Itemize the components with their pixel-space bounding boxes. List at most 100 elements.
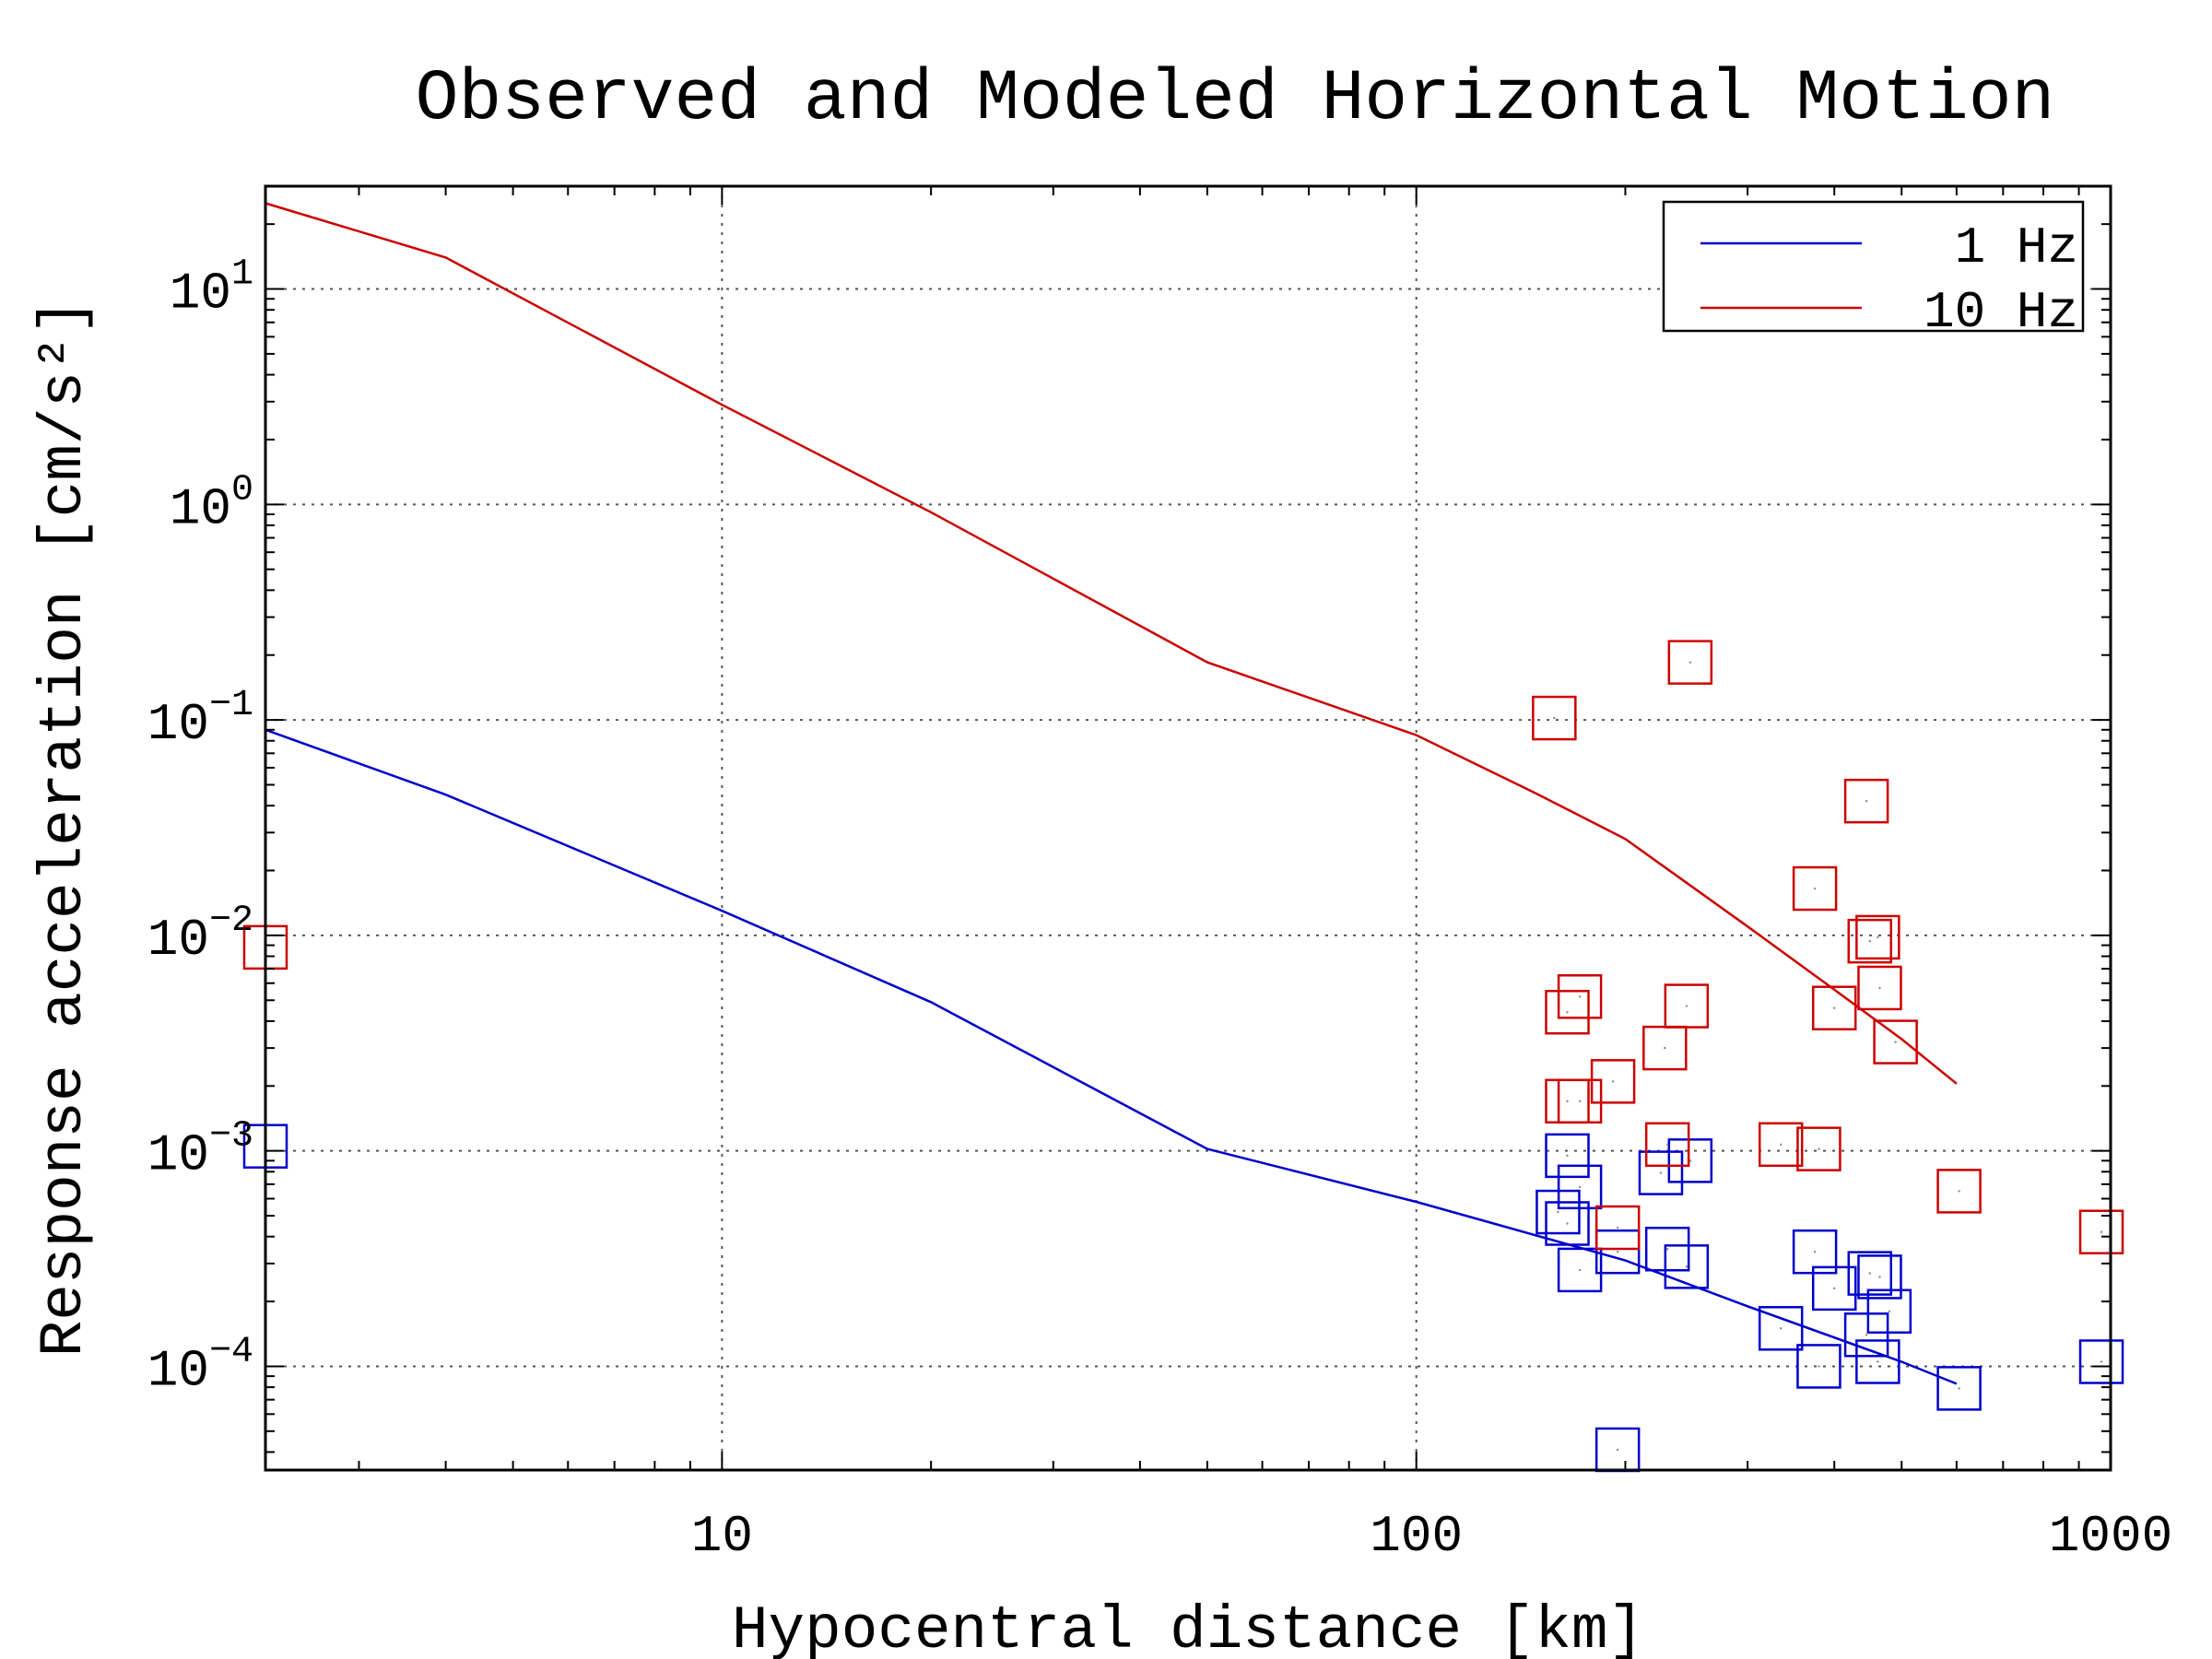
data-point bbox=[1532, 695, 1577, 741]
data-point bbox=[1811, 1265, 1857, 1312]
data-point bbox=[1664, 983, 1710, 1029]
data-point-center bbox=[1659, 1171, 1663, 1174]
legend: 1 Hz 10 Hz bbox=[1662, 200, 2085, 342]
data-point-center bbox=[1578, 1268, 1582, 1272]
data-point bbox=[1545, 1133, 1590, 1179]
data-point-center bbox=[1566, 1100, 1569, 1102]
data-point-center bbox=[1685, 1005, 1688, 1007]
data-point bbox=[1594, 1229, 1641, 1275]
data-point-center bbox=[1616, 1226, 1619, 1230]
data-point-center bbox=[1868, 939, 1871, 943]
plot-frame bbox=[264, 184, 2112, 1472]
data-point bbox=[1866, 1288, 1912, 1335]
data-point-center bbox=[1566, 1222, 1569, 1225]
data-point-center bbox=[1865, 799, 1868, 803]
y-tick-label: 10−1 bbox=[147, 685, 253, 754]
data-point-center bbox=[1578, 1100, 1582, 1102]
data-point-center bbox=[1833, 1287, 1836, 1290]
data-point-center bbox=[1878, 986, 1881, 990]
data-point-center bbox=[1578, 995, 1582, 998]
data-point bbox=[2078, 1209, 2124, 1254]
data-point bbox=[1557, 1078, 1603, 1124]
data-point-center bbox=[1665, 1248, 1669, 1251]
x-axis-label: Hypocentral distance [km] bbox=[732, 1596, 1644, 1659]
y-axis-ticks: 101 100 10−1 10−2 10−3 10−4 bbox=[147, 223, 2111, 1453]
data-point bbox=[1843, 1312, 1889, 1358]
data-point-center bbox=[1818, 1147, 1820, 1150]
data-point-center bbox=[1888, 1310, 1891, 1312]
grid bbox=[265, 186, 2111, 1470]
data-point bbox=[1843, 778, 1889, 824]
data-point bbox=[1594, 1205, 1641, 1251]
data-point-center bbox=[1958, 1190, 1960, 1193]
y-tick-label: 10−2 bbox=[147, 900, 253, 970]
y-tick-label: 10−4 bbox=[147, 1331, 253, 1400]
x-tick-label: 1000 bbox=[2049, 1507, 2172, 1566]
data-point-center bbox=[1813, 1250, 1817, 1253]
data-point-center bbox=[1688, 661, 1692, 664]
data-point bbox=[1590, 1059, 1636, 1104]
data-point bbox=[1557, 1164, 1603, 1210]
data-point bbox=[1667, 1138, 1713, 1183]
data-point-center bbox=[1611, 1080, 1615, 1083]
data-point bbox=[1855, 914, 1900, 960]
y-axis-label: Response acceleration [cm/s²] bbox=[29, 299, 99, 1358]
data-point-center bbox=[1813, 887, 1817, 890]
data-point bbox=[1792, 1229, 1838, 1275]
data-point-center bbox=[1877, 935, 1879, 939]
data-point-center bbox=[1566, 1011, 1569, 1014]
data-point-center bbox=[1780, 1327, 1783, 1330]
series-lines bbox=[265, 202, 1958, 1385]
data-point-center bbox=[1557, 1210, 1559, 1214]
y-tick-label: 101 bbox=[170, 254, 253, 324]
data-point bbox=[1758, 1122, 1804, 1168]
data-point bbox=[1873, 1019, 1918, 1065]
legend-box bbox=[1662, 200, 2085, 333]
data-point-center bbox=[1894, 1041, 1897, 1043]
data-point-center bbox=[1878, 1276, 1881, 1278]
chart-title: Observed and Modeled Horizontal Motion bbox=[416, 59, 2055, 140]
data-point-center bbox=[1665, 1143, 1669, 1146]
data-point bbox=[1857, 965, 1902, 1011]
data-point bbox=[1936, 1169, 1982, 1214]
data-point-center bbox=[1958, 1387, 1960, 1390]
data-point bbox=[1847, 1251, 1893, 1296]
data-point bbox=[1811, 985, 1857, 1030]
data-point bbox=[1545, 989, 1590, 1035]
data-point-center bbox=[1616, 1448, 1619, 1452]
x-axis-ticks: 10 100 1000 bbox=[358, 186, 2172, 1566]
data-point bbox=[1638, 1150, 1684, 1195]
data-point bbox=[1796, 1126, 1841, 1171]
data-point bbox=[1667, 640, 1713, 685]
data-point bbox=[1557, 974, 1603, 1019]
data-point bbox=[2078, 1339, 2124, 1384]
data-point bbox=[1857, 1254, 1902, 1300]
data-point-center bbox=[1780, 1143, 1783, 1146]
data-point bbox=[1936, 1366, 1982, 1411]
legend-label: 1 Hz bbox=[1955, 218, 2078, 277]
y-tick-label: 100 bbox=[170, 469, 253, 538]
data-point-center bbox=[1616, 1250, 1619, 1253]
data-point bbox=[1847, 918, 1893, 964]
data-point bbox=[1796, 1344, 1841, 1389]
data-point bbox=[1644, 1122, 1690, 1168]
data-point bbox=[1855, 1339, 1900, 1384]
data-point bbox=[1758, 1306, 1804, 1351]
data-point-center bbox=[1685, 1265, 1688, 1268]
data-point-center bbox=[1865, 1334, 1868, 1336]
series-points bbox=[242, 640, 2124, 1473]
data-point-center bbox=[1818, 1365, 1820, 1368]
x-tick-label: 10 bbox=[691, 1507, 753, 1566]
data-point-center bbox=[1578, 1185, 1582, 1189]
data-point-center bbox=[1553, 716, 1556, 720]
series-line-1 bbox=[265, 202, 1958, 1085]
data-point bbox=[1664, 1244, 1710, 1289]
data-point bbox=[1557, 1247, 1603, 1293]
data-point-center bbox=[1877, 1360, 1879, 1363]
data-point bbox=[1792, 865, 1838, 912]
series-line-0 bbox=[265, 728, 1958, 1385]
data-point-center bbox=[1833, 1006, 1836, 1009]
data-point-center bbox=[1868, 1272, 1871, 1275]
data-point bbox=[1545, 1201, 1590, 1246]
